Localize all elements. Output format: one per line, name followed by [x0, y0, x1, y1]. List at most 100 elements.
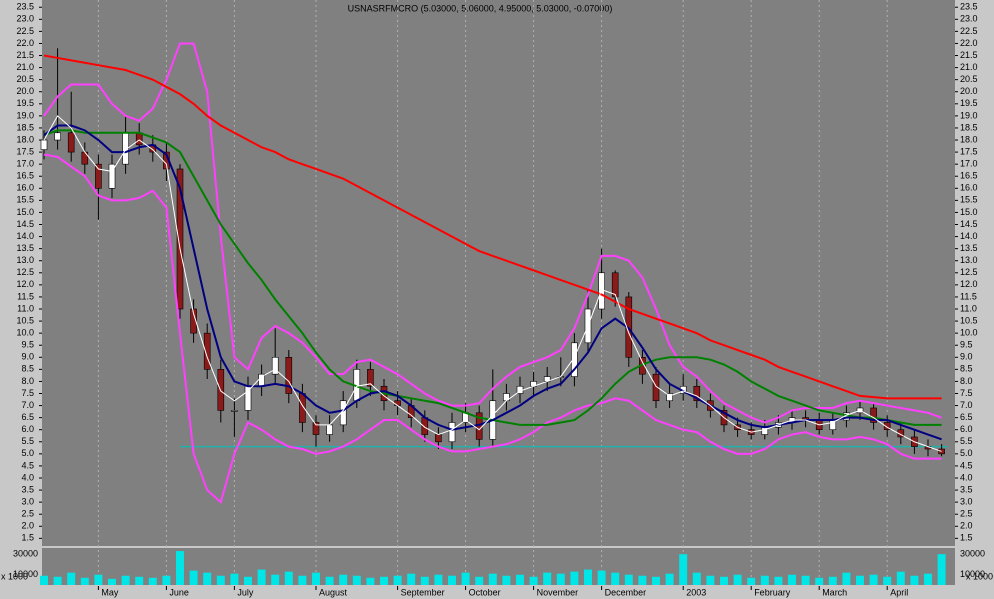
volume-bar — [67, 572, 76, 585]
y-tick-label: 7.5 — [21, 388, 34, 398]
x-tick-label: April — [890, 587, 908, 597]
indicator-line — [43, 153, 942, 504]
y-tick-label: 18.0 — [16, 134, 34, 144]
y-tick-label: 15.0 — [960, 207, 978, 217]
volume-bar — [325, 576, 334, 585]
candle-body — [203, 332, 211, 370]
chart-title: USNASRFMCRO (5.03000, 5.06000, 4.95000, … — [348, 3, 613, 13]
x-tick-label: September — [401, 587, 445, 597]
volume-bar — [937, 554, 946, 585]
volume-bar — [312, 572, 320, 585]
volume-bar — [597, 570, 606, 585]
y-tick-label: 19.0 — [960, 110, 978, 120]
volume-bar — [733, 574, 742, 585]
y-tick-label: 13.5 — [16, 243, 34, 253]
y-tick-label: 9.5 — [960, 340, 973, 350]
indicator-line — [43, 42, 942, 424]
y-tick-label: 15.0 — [16, 207, 34, 217]
volume-bar — [924, 573, 932, 585]
volume-bar — [257, 569, 266, 585]
y-tick-label: 2.0 — [960, 521, 973, 531]
volume-bar — [543, 572, 552, 585]
volume-bar — [461, 572, 470, 585]
candle-body — [231, 410, 238, 412]
y-tick-label: 2.5 — [21, 509, 34, 519]
y-tick-label: 3.0 — [960, 497, 973, 507]
volume-bar — [230, 573, 239, 585]
volume-tick-label: 30000 — [960, 549, 985, 559]
volume-tick-label: 10000 — [960, 569, 985, 579]
y-tick-label: 23.0 — [960, 14, 978, 24]
y-tick-label: 16.0 — [960, 183, 978, 193]
candle-body — [326, 424, 333, 435]
volume-bar — [271, 574, 280, 585]
volume-bar — [760, 575, 769, 585]
x-tick-label: October — [469, 587, 501, 597]
volume-bar — [40, 575, 48, 585]
y-tick-label: 15.5 — [960, 195, 978, 205]
candle-body — [54, 132, 61, 141]
y-tick-label: 1.5 — [960, 533, 973, 543]
volume-bar — [692, 572, 701, 585]
volume-bar — [121, 575, 130, 585]
y-tick-label: 21.5 — [16, 50, 34, 60]
y-tick-label: 17.5 — [960, 146, 978, 156]
y-tick-label: 12.5 — [960, 267, 978, 277]
y-tick-label: 18.5 — [960, 122, 978, 132]
candle-body — [95, 163, 102, 189]
candle-body — [108, 163, 116, 189]
x-tick-label: November — [537, 587, 579, 597]
y-tick-label: 18.5 — [16, 122, 34, 132]
volume-bar — [815, 577, 824, 585]
volume-bar — [108, 578, 116, 585]
volume-bar — [176, 551, 184, 585]
candle-body — [81, 151, 89, 165]
y-tick-label: 1.5 — [21, 533, 34, 543]
x-tick-label: 2003 — [686, 587, 706, 597]
y-tick-label: 22.5 — [960, 26, 978, 36]
y-tick-label: 11.0 — [960, 303, 977, 313]
y-tick-label: 10.0 — [16, 328, 34, 338]
y-tick-label: 22.0 — [960, 38, 978, 48]
candle-body — [40, 139, 48, 150]
y-tick-label: 2.5 — [960, 509, 973, 519]
y-tick-label: 11.5 — [960, 291, 977, 301]
y-tick-label: 12.0 — [960, 279, 978, 289]
candle-body — [244, 385, 252, 411]
volume-bar — [407, 573, 416, 585]
volume-bar — [529, 576, 538, 585]
candle-body — [394, 400, 401, 406]
candle-body — [435, 434, 442, 443]
volume-bar — [448, 575, 456, 585]
volume-bar — [856, 575, 864, 585]
volume-bar — [244, 576, 252, 585]
x-tick-label: March — [822, 587, 847, 597]
y-tick-label: 7.0 — [21, 400, 34, 410]
candle-body — [883, 422, 891, 431]
volume-bar — [679, 554, 688, 585]
x-tick-label: February — [754, 587, 791, 597]
volume-bar — [339, 574, 348, 585]
y-tick-label: 12.0 — [16, 279, 34, 289]
candle-body — [176, 168, 184, 310]
y-tick-label: 22.0 — [16, 38, 34, 48]
y-tick-label: 2.0 — [21, 521, 34, 531]
y-tick-label: 13.5 — [960, 243, 978, 253]
y-tick-label: 8.0 — [960, 376, 973, 386]
candle-body — [571, 342, 578, 377]
volume-bar — [652, 576, 660, 585]
y-tick-label: 5.0 — [960, 448, 973, 458]
y-tick-label: 7.0 — [960, 400, 973, 410]
candle-body — [611, 272, 619, 298]
y-tick-label: 7.5 — [960, 388, 973, 398]
volume-bar — [393, 575, 402, 585]
y-tick-label: 13.0 — [16, 255, 34, 265]
y-tick-label: 20.5 — [960, 74, 978, 84]
y-tick-label: 6.0 — [21, 424, 34, 434]
volume-bar — [842, 572, 851, 585]
candle-body — [312, 422, 320, 435]
candle-body — [652, 373, 660, 402]
x-tick-label: August — [319, 587, 348, 597]
